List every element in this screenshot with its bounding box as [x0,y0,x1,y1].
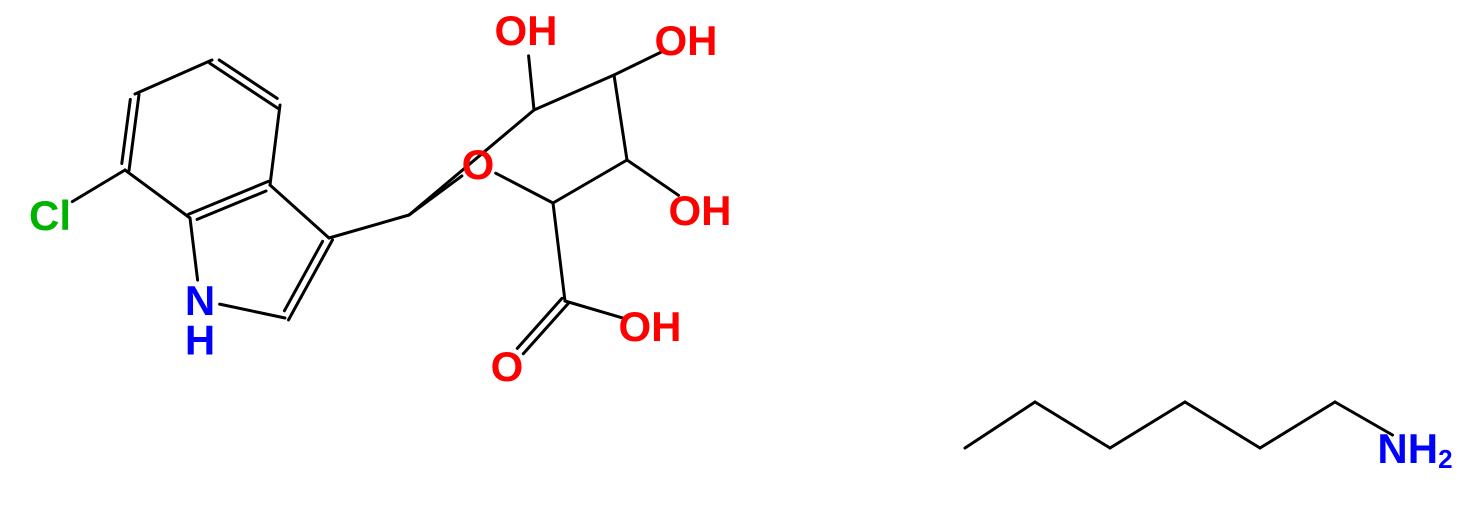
atom-label-o_ring: O [462,141,495,188]
bond [614,75,627,160]
bond [553,160,627,203]
bond [1260,402,1335,448]
bond [125,170,190,218]
bond [553,203,565,301]
chemical-structure-diagram: ClNHOOOHOHOHOHNH2 [0,0,1473,532]
bond [122,99,131,163]
bond [72,170,125,202]
bond [135,60,212,94]
bond [284,241,322,310]
bond [220,304,285,318]
bond [517,298,562,348]
bond [190,218,198,280]
bond [523,304,568,354]
bond [329,215,409,238]
bond [210,63,278,108]
atom-label-oh1: OH [495,7,558,54]
atom-label-o_dbl: O [491,343,524,390]
bond [496,173,553,203]
bond [1185,402,1260,448]
bond [219,60,277,98]
bond [270,105,280,185]
bond [1110,402,1185,448]
bond [270,185,329,238]
atom-label-oh3: OH [669,187,732,234]
bond [534,75,614,110]
atom-h-n1: H [185,316,215,363]
bond [565,301,625,319]
bond [1035,402,1110,448]
atom-label-Cl: Cl [29,192,71,239]
atom-label-oh4: OH [619,303,682,350]
atom-label-n2: NH2 [1377,425,1452,475]
bond [529,56,534,110]
atom-label-oh2: OH [655,17,718,64]
bond [965,402,1035,448]
bond [289,240,333,320]
bond [189,181,269,214]
